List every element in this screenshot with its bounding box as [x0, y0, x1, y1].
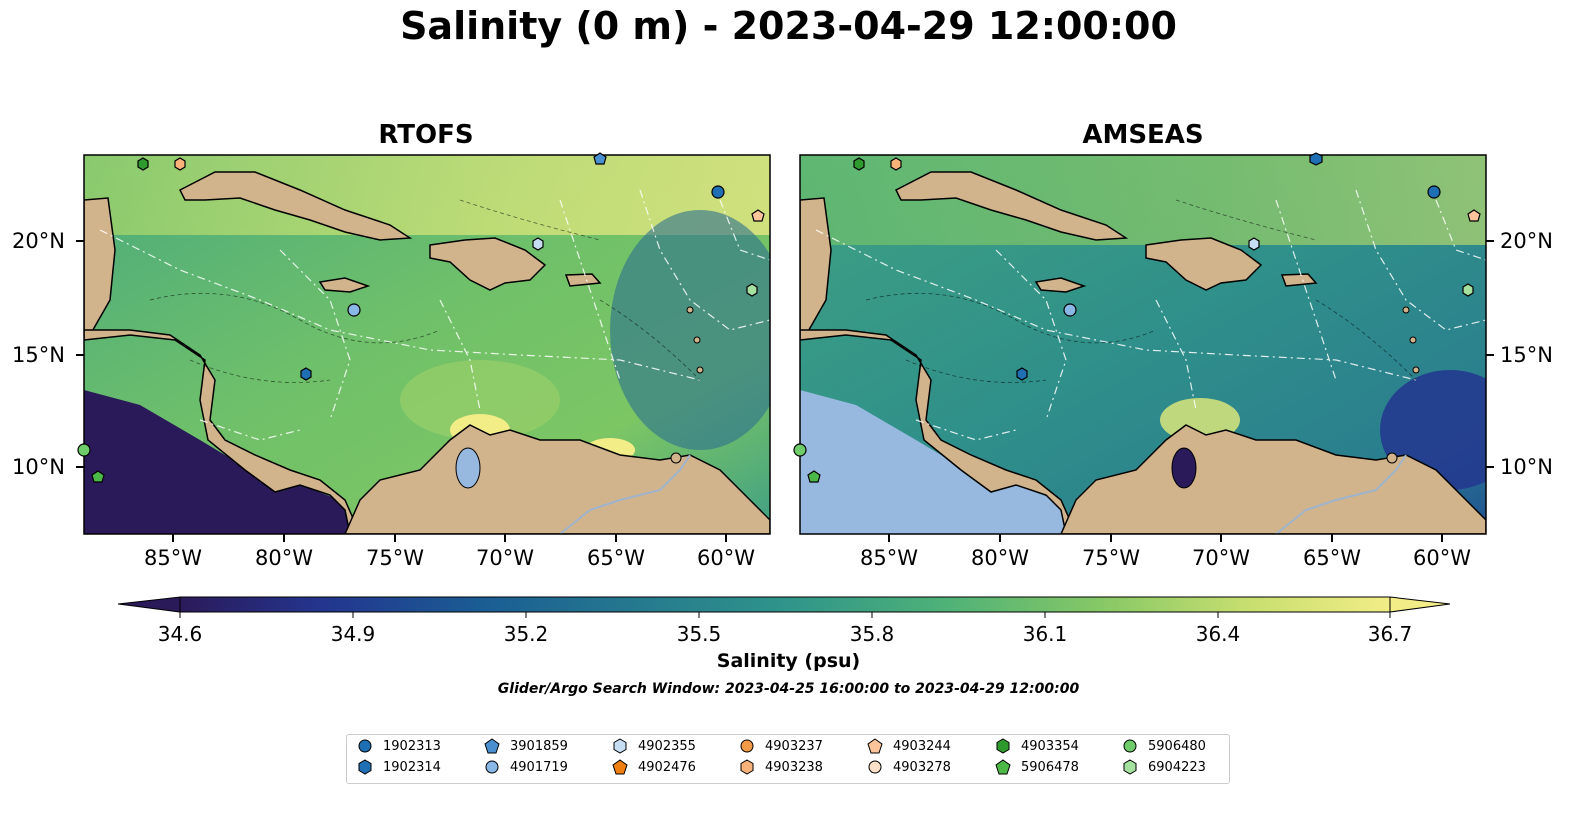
lat-label-right: 10°N: [1500, 455, 1553, 479]
legend-item: 1902314: [357, 759, 441, 775]
hexagon-marker-icon: [1123, 759, 1137, 775]
circle-marker-icon: [358, 739, 372, 753]
amseas-map: [800, 155, 1486, 534]
search-window-text: Glider/Argo Search Window: 2023-04-25 16…: [497, 681, 1080, 697]
legend-item: 1902313: [357, 738, 441, 754]
legend-item: 3901859: [484, 738, 568, 754]
lon-label: 75°W: [366, 546, 424, 570]
circle-marker-icon: [485, 760, 499, 774]
lat-label-right: 15°N: [1500, 343, 1553, 367]
lon-label: 70°W: [476, 546, 534, 570]
legend-item: 4903237: [739, 738, 823, 754]
lon-label: 85°W: [860, 546, 918, 570]
legend-item: 4902355: [612, 738, 696, 754]
legend-label: 4903237: [765, 738, 823, 754]
legend-label: 4903354: [1021, 738, 1079, 754]
colorbar-tick-label: 36.1: [1022, 622, 1068, 646]
legend-label: 4903238: [765, 759, 823, 775]
circle-marker-icon: [868, 760, 882, 774]
circle-marker-icon: [1123, 739, 1137, 753]
panel-title-amseas: AMSEAS: [1082, 120, 1204, 150]
legend-item: 4902476: [612, 759, 696, 775]
legend-label: 3901859: [510, 738, 568, 754]
pentagon-marker-icon: [867, 738, 883, 754]
lon-label: 70°W: [1192, 546, 1250, 570]
lon-label: 65°W: [587, 546, 645, 570]
colorbar-tick-label: 34.9: [330, 622, 376, 646]
lon-label: 80°W: [971, 546, 1029, 570]
hexagon-marker-icon: [996, 738, 1010, 754]
legend-label: 5906480: [1148, 738, 1206, 754]
hexagon-marker-icon: [613, 738, 627, 754]
figure-title: Salinity (0 m) - 2023-04-29 12:00:00: [400, 4, 1177, 48]
lon-label: 80°W: [255, 546, 313, 570]
legend-label: 5906478: [1021, 759, 1079, 775]
legend: 1902313 1902314 3901859 4901719 4902355 …: [346, 734, 1230, 784]
lat-label-left: 20°N: [12, 229, 65, 253]
legend-label: 4902355: [638, 738, 696, 754]
colorbar-tick-label: 34.6: [157, 622, 203, 646]
colorbar-label: Salinity (psu): [716, 650, 861, 672]
colorbar-tick-label: 36.7: [1367, 622, 1413, 646]
colorbar-tick-label: 35.2: [503, 622, 549, 646]
legend-item: 5906480: [1122, 738, 1206, 754]
legend-label: 4902476: [638, 759, 696, 775]
legend-label: 1902314: [383, 759, 441, 775]
hexagon-marker-icon: [358, 759, 372, 775]
lon-label: 65°W: [1303, 546, 1361, 570]
legend-label: 4903278: [893, 759, 951, 775]
lon-label: 60°W: [697, 546, 755, 570]
hexagon-marker-icon: [740, 759, 754, 775]
colorbar-tick-label: 35.8: [849, 622, 895, 646]
legend-label: 4903244: [893, 738, 951, 754]
legend-item: 5906478: [995, 759, 1079, 775]
lon-label: 60°W: [1413, 546, 1471, 570]
legend-item: 4903354: [995, 738, 1079, 754]
lon-label: 85°W: [144, 546, 202, 570]
legend-item: 4903278: [867, 759, 951, 775]
colorbar: [117, 596, 1451, 618]
lat-label-right: 20°N: [1500, 229, 1553, 253]
lon-label: 75°W: [1082, 546, 1140, 570]
lat-label-left: 10°N: [12, 455, 65, 479]
rtofs-map: [84, 155, 770, 534]
legend-label: 4901719: [510, 759, 568, 775]
pentagon-marker-icon: [484, 738, 500, 754]
legend-item: 4901719: [484, 759, 568, 775]
legend-label: 1902313: [383, 738, 441, 754]
float-markers-rtofs: [77, 152, 765, 483]
axis-ticks: [76, 240, 1494, 542]
legend-item: 6904223: [1122, 759, 1206, 775]
legend-label: 6904223: [1148, 759, 1206, 775]
legend-item: 4903238: [739, 759, 823, 775]
legend-item: 4903244: [867, 738, 951, 754]
colorbar-tick-label: 36.4: [1195, 622, 1241, 646]
lat-label-left: 15°N: [12, 343, 65, 367]
pentagon-marker-icon: [612, 759, 628, 775]
colorbar-tick-label: 35.5: [676, 622, 722, 646]
pentagon-marker-icon: [995, 759, 1011, 775]
circle-marker-icon: [740, 739, 754, 753]
panel-title-rtofs: RTOFS: [378, 120, 474, 150]
float-markers-amseas: [793, 152, 1481, 483]
